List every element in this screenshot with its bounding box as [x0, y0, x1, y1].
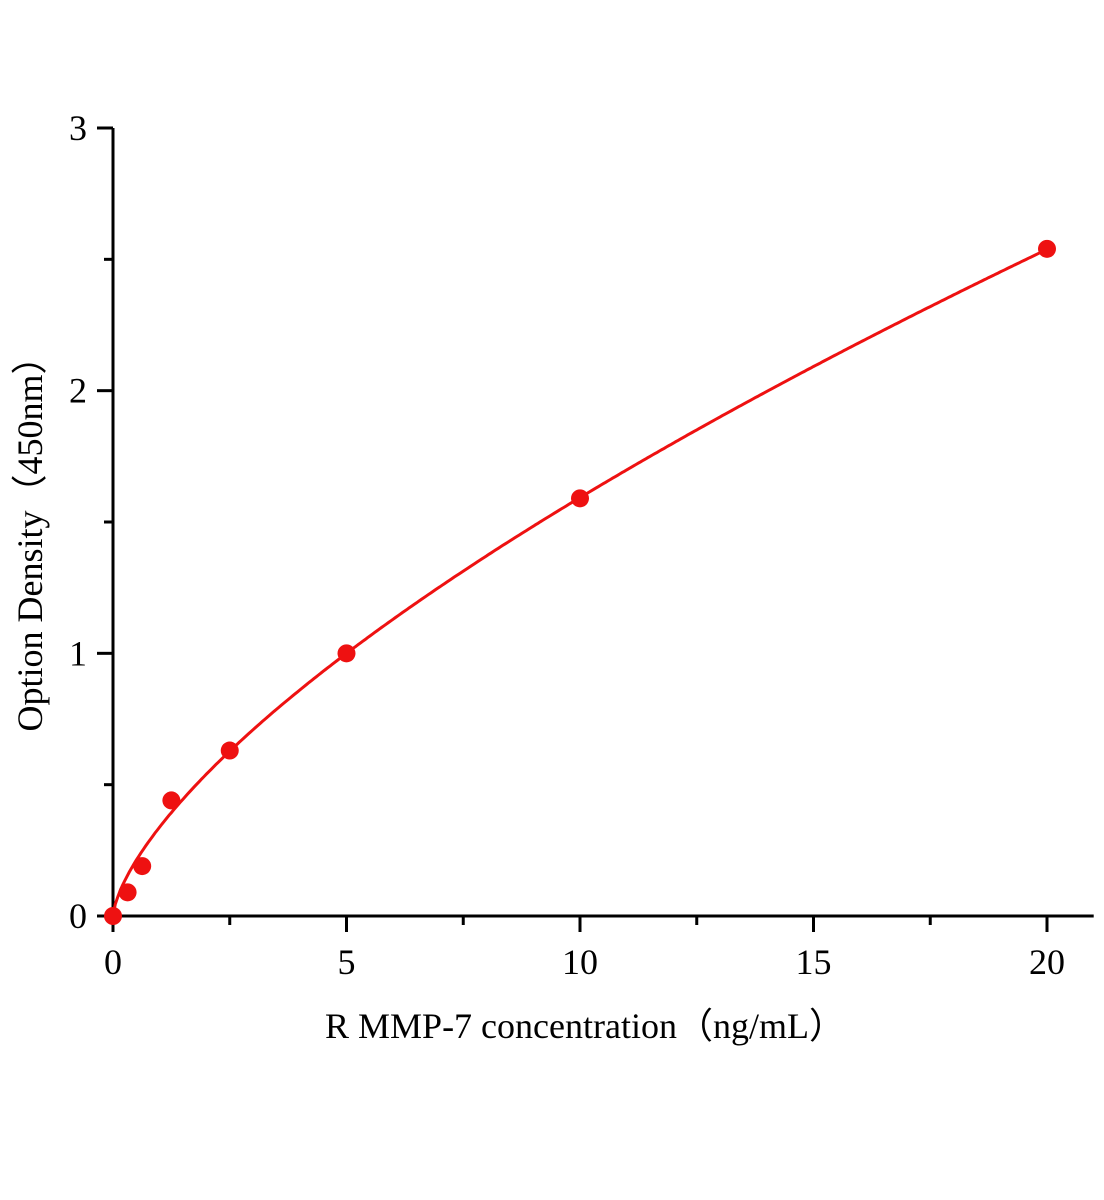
- data-point: [1038, 239, 1056, 258]
- data-point: [162, 791, 181, 810]
- fit-curve: [111, 248, 1048, 917]
- y-tick-label: 0: [69, 896, 87, 936]
- data-points: [104, 239, 1056, 925]
- x-tick-label: 10: [562, 942, 598, 982]
- x-tick-label: 0: [104, 942, 122, 982]
- x-axis-label: R MMP-7 concentration（ng/mL）: [325, 1006, 845, 1046]
- axes: [111, 128, 1094, 918]
- x-tick-label: 15: [796, 942, 832, 982]
- ticks: 0 5 10 15 20 0 1 2 3: [69, 108, 1065, 982]
- y-tick-label: 3: [69, 108, 87, 148]
- data-point: [118, 883, 137, 902]
- x-tick-label: 5: [338, 942, 356, 982]
- data-point: [571, 489, 589, 508]
- data-point: [337, 644, 356, 663]
- data-point: [133, 857, 152, 876]
- y-axis-label: Option Density（450nm）: [10, 339, 50, 732]
- x-tick-label: 20: [1029, 942, 1065, 982]
- data-point: [220, 741, 239, 760]
- data-point: [104, 907, 122, 925]
- y-tick-label: 2: [69, 371, 87, 411]
- y-tick-label: 1: [69, 633, 87, 673]
